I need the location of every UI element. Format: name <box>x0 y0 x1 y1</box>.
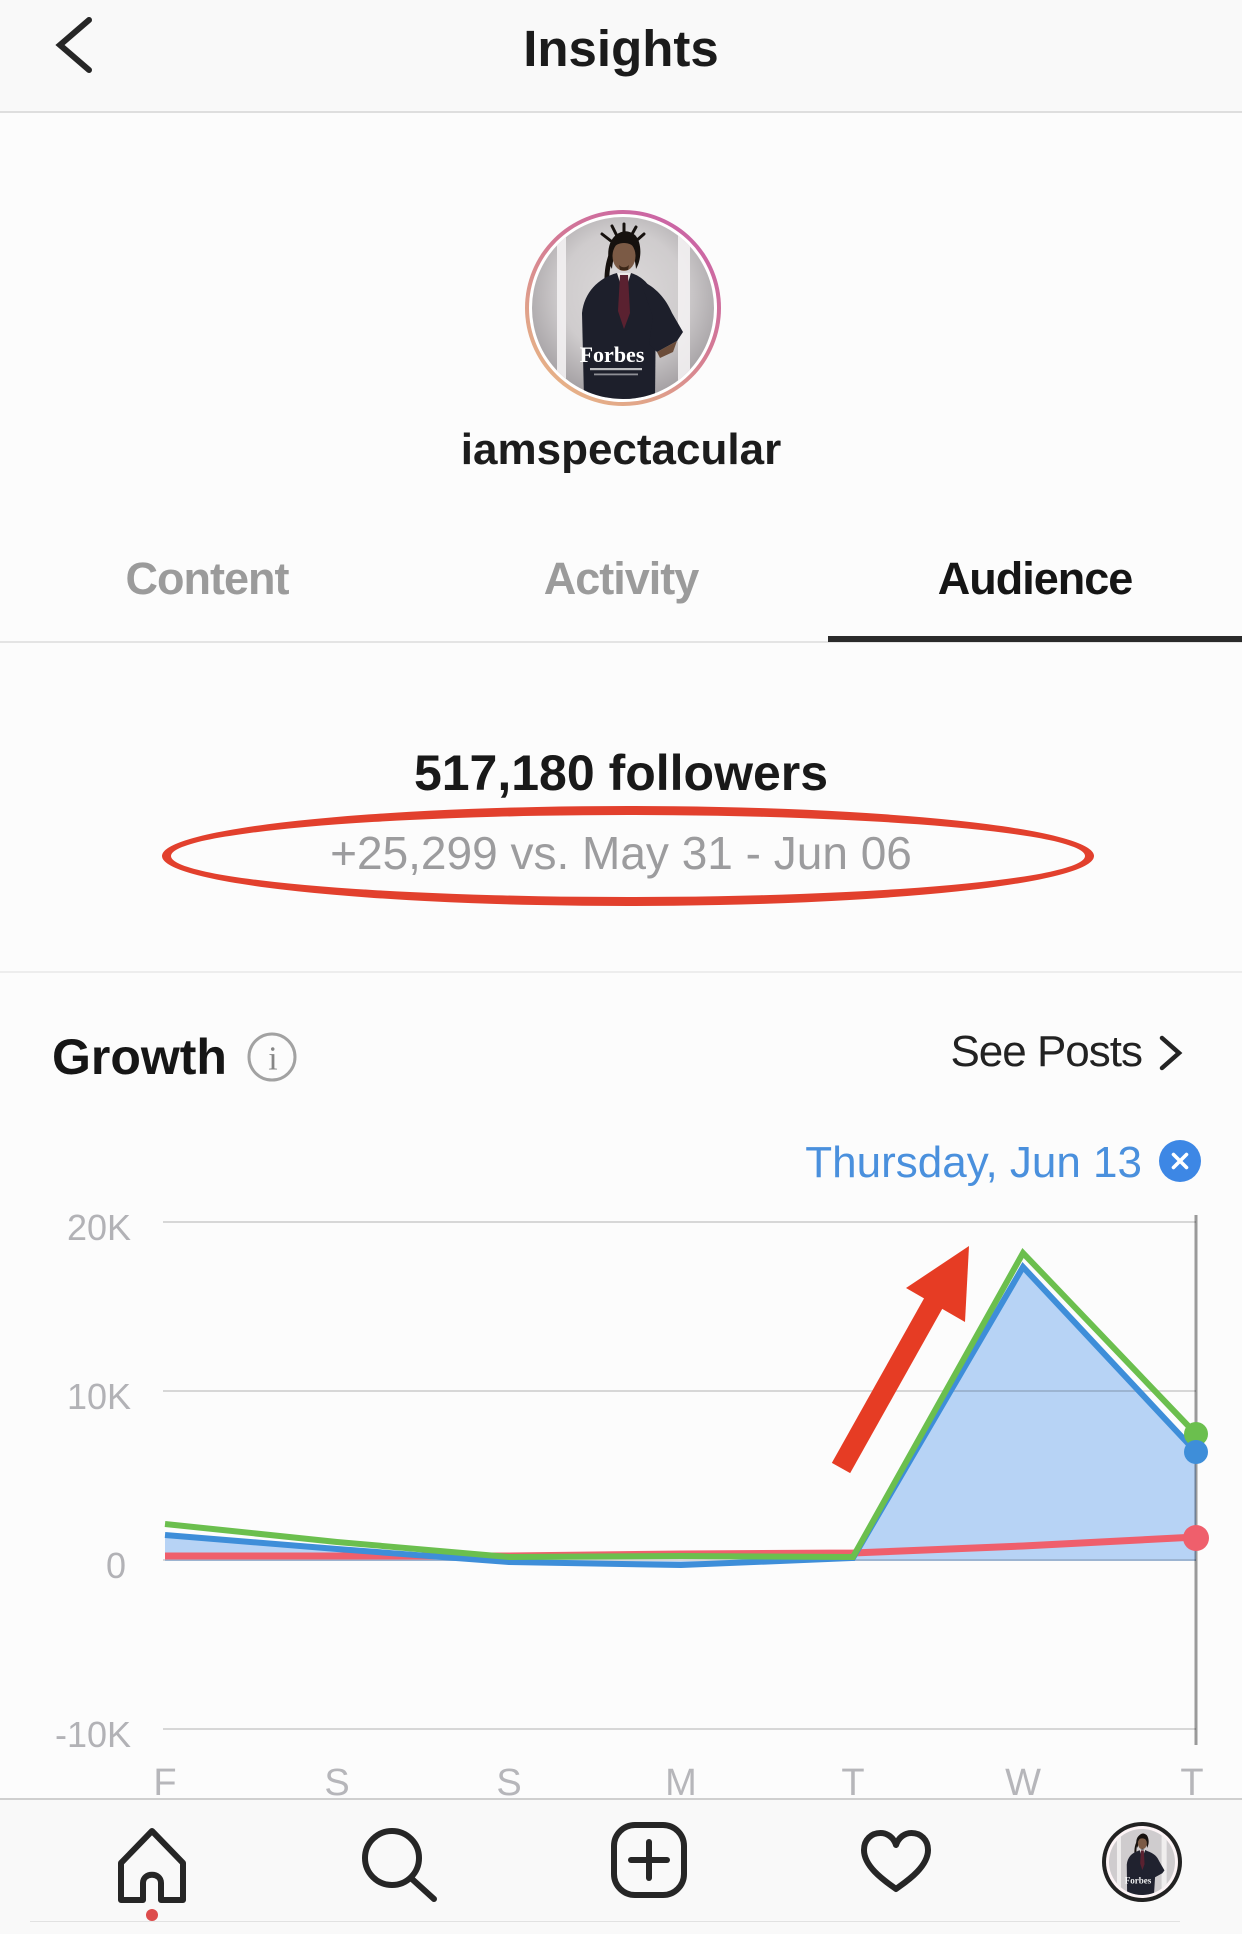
svg-text:T: T <box>1180 1762 1203 1804</box>
svg-text:M: M <box>665 1762 697 1804</box>
svg-text:Forbes: Forbes <box>1125 1875 1152 1885</box>
svg-text:10K: 10K <box>67 1376 131 1417</box>
svg-text:Forbes: Forbes <box>580 342 645 367</box>
svg-text:S: S <box>496 1762 521 1804</box>
svg-text:W: W <box>1005 1762 1041 1804</box>
svg-text:T: T <box>841 1762 864 1804</box>
svg-text:20K: 20K <box>67 1207 131 1248</box>
svg-text:-10K: -10K <box>55 1714 131 1755</box>
svg-text:S: S <box>324 1762 349 1804</box>
svg-text:0: 0 <box>106 1545 126 1586</box>
svg-text:F: F <box>153 1762 176 1804</box>
svg-text:i: i <box>268 1041 277 1078</box>
